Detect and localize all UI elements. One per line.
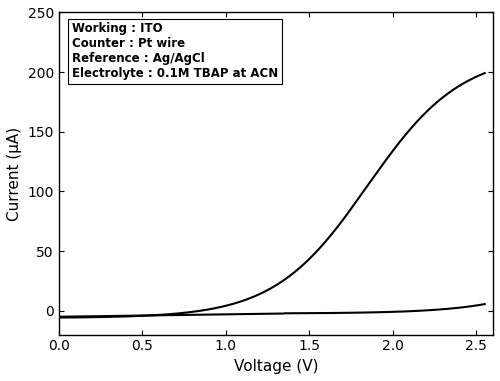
- X-axis label: Voltage (V): Voltage (V): [234, 359, 318, 374]
- Text: Working : ITO
Counter : Pt wire
Reference : Ag/AgCl
Electrolyte : 0.1M TBAP at A: Working : ITO Counter : Pt wire Referenc…: [72, 22, 278, 80]
- Y-axis label: Current (μA): Current (μA): [7, 126, 22, 221]
